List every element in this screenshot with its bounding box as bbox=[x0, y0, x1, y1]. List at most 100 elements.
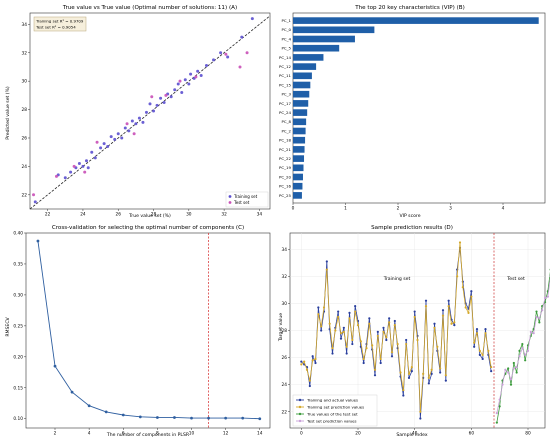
panel-b-bar bbox=[293, 35, 355, 43]
legend-d-train-actual-marker bbox=[298, 398, 302, 402]
panel-b-category-label: PC_4 bbox=[282, 36, 292, 41]
legend-d-test-actual: True values of the test set bbox=[306, 412, 358, 417]
panel-d-test-pred-point bbox=[543, 296, 547, 300]
panel-a-train-point bbox=[169, 95, 173, 99]
panel-d-train-actual-point bbox=[331, 352, 334, 355]
panel-a-train-point bbox=[199, 73, 203, 77]
panel-d-ytick-label: 34 bbox=[282, 247, 288, 253]
panel-b-category-label: PC_24 bbox=[279, 110, 291, 115]
panel-d-ytick-label: 26 bbox=[282, 355, 288, 361]
panel-d-test-actual-point bbox=[512, 361, 515, 365]
panel-d-train-pred-point bbox=[317, 313, 320, 316]
panel-a-ytick-label: 24 bbox=[22, 164, 28, 170]
panel-a-train-point bbox=[77, 162, 81, 166]
panel-d-train-pred-point bbox=[481, 353, 484, 356]
panel-a-test-point bbox=[178, 79, 182, 83]
panel-b-xtick-label: 4 bbox=[502, 206, 505, 212]
panel-b-category-label: PC_25 bbox=[279, 193, 291, 198]
panel-d-legend: Training and actual values Training set … bbox=[292, 394, 378, 427]
panel-d-train-pred-point bbox=[334, 329, 337, 332]
panel-d-train-actual-point bbox=[317, 306, 320, 309]
panel-d-train-actual-point bbox=[337, 310, 340, 313]
panel-d-train-actual-point bbox=[402, 394, 405, 397]
panel-b-xtick-label: 0 bbox=[292, 206, 295, 212]
panel-d-train-pred-point bbox=[342, 330, 345, 333]
panel-d-annotation-train: Training set bbox=[383, 276, 411, 282]
panel-b-category-label: PC_18 bbox=[279, 138, 291, 143]
panel-d-train-actual-point bbox=[424, 299, 428, 302]
panel-d-train-pred-point bbox=[470, 295, 473, 298]
panel-d-train-pred-point bbox=[439, 367, 442, 370]
panel-d-train-actual-point bbox=[407, 376, 411, 379]
panel-d-sample-predictions: Sample prediction results (D) Sample ind… bbox=[278, 225, 550, 438]
panel-a-axis-ticks: 22 24 26 28 30 32 34 22 24 26 28 30 32 34 bbox=[22, 22, 263, 218]
panel-a-train-point bbox=[183, 78, 187, 82]
panel-a-plot-frame bbox=[29, 12, 271, 210]
panel-a-ytick-label: 34 bbox=[22, 22, 28, 28]
panel-a-train-point bbox=[127, 129, 131, 133]
panel-d-test-actual-point bbox=[498, 405, 501, 408]
panel-a-test-point bbox=[150, 95, 154, 99]
panel-d-train-actual-point bbox=[348, 311, 351, 314]
panel-a-xtick-label: 24 bbox=[80, 212, 86, 218]
panel-d-train-actual-point bbox=[410, 370, 413, 373]
panel-d-test-pred-point bbox=[507, 371, 510, 374]
legend-d-test-pred: Test set prediction values bbox=[306, 419, 357, 424]
panel-d-train-actual-point bbox=[388, 317, 391, 320]
panel-d-train-actual-point bbox=[354, 305, 357, 308]
panel-d-train-pred-point bbox=[382, 330, 385, 333]
panel-d-test-actual-point bbox=[521, 342, 524, 346]
panel-d-train-actual-point bbox=[368, 317, 371, 320]
panel-a-test-point bbox=[224, 52, 228, 56]
panel-d-test-actual-point bbox=[535, 310, 538, 313]
panel-d-train-pred-point bbox=[473, 341, 476, 344]
panel-a-train-point bbox=[86, 166, 90, 170]
panel-d-train-pred-point bbox=[405, 342, 408, 346]
panel-d-train-actual-point bbox=[342, 326, 345, 329]
panel-b-bar bbox=[293, 192, 302, 199]
panel-d-train-pred-point bbox=[458, 241, 462, 244]
panel-b-bar bbox=[293, 146, 305, 153]
panel-d-train-pred-point bbox=[478, 349, 481, 352]
panel-d-train-actual-point bbox=[379, 361, 382, 365]
panel-a-train-point bbox=[102, 142, 106, 146]
panel-a-train-point bbox=[134, 122, 138, 126]
panel-d-train-pred-point bbox=[373, 368, 377, 371]
panel-d-test-actual-point bbox=[509, 383, 513, 386]
panel-c-rmsecv-point bbox=[258, 417, 262, 421]
panel-d-ytick-label: 24 bbox=[282, 382, 288, 388]
panel-d-train-actual-point bbox=[351, 342, 354, 346]
panel-d-train-pred-point bbox=[320, 325, 323, 328]
panel-a-train-point bbox=[155, 103, 159, 107]
panel-a-train-point bbox=[106, 145, 110, 149]
panel-d-train-pred-point bbox=[456, 275, 459, 278]
panel-b-category-label: PC_5 bbox=[282, 46, 292, 51]
panel-b-bar bbox=[293, 173, 303, 181]
panel-a-train-point bbox=[141, 120, 145, 124]
panel-d-xtick-label: 20 bbox=[355, 431, 361, 437]
panel-d-train-actual-point bbox=[419, 417, 422, 420]
panel-d-train-pred-point bbox=[490, 365, 493, 369]
panel-b-category-label: PC_2 bbox=[282, 128, 292, 133]
panel-a-xtick-label: 22 bbox=[45, 212, 51, 218]
panel-a-train-point bbox=[180, 91, 184, 95]
panel-b-bar bbox=[293, 72, 312, 80]
panel-b-title: The top 20 key characteristics (VIP) (B) bbox=[354, 5, 465, 11]
panel-d-train-pred-point bbox=[331, 347, 334, 350]
panel-d-train-pred-point bbox=[388, 321, 391, 324]
panel-c-ylabel: RMSECV bbox=[5, 316, 11, 336]
panel-d-train-pred-point bbox=[328, 322, 331, 325]
panel-d-train-pred-point bbox=[453, 321, 456, 324]
panel-d-test-pred-line bbox=[496, 278, 550, 414]
panel-a-test-point bbox=[132, 132, 136, 136]
panel-d-train-pred-point bbox=[300, 363, 303, 366]
panel-b-category-label: PC_21 bbox=[279, 147, 291, 152]
panel-d-train-pred-point bbox=[461, 286, 464, 289]
panel-d-train-pred-point bbox=[359, 340, 362, 343]
panel-a-train-point bbox=[219, 51, 223, 55]
panel-d-test-actual-point bbox=[495, 421, 498, 424]
panel-d-test-pred-point bbox=[495, 412, 498, 415]
panel-c-ytick-label: 0.10 bbox=[13, 416, 23, 422]
panel-b-bar bbox=[293, 44, 340, 52]
